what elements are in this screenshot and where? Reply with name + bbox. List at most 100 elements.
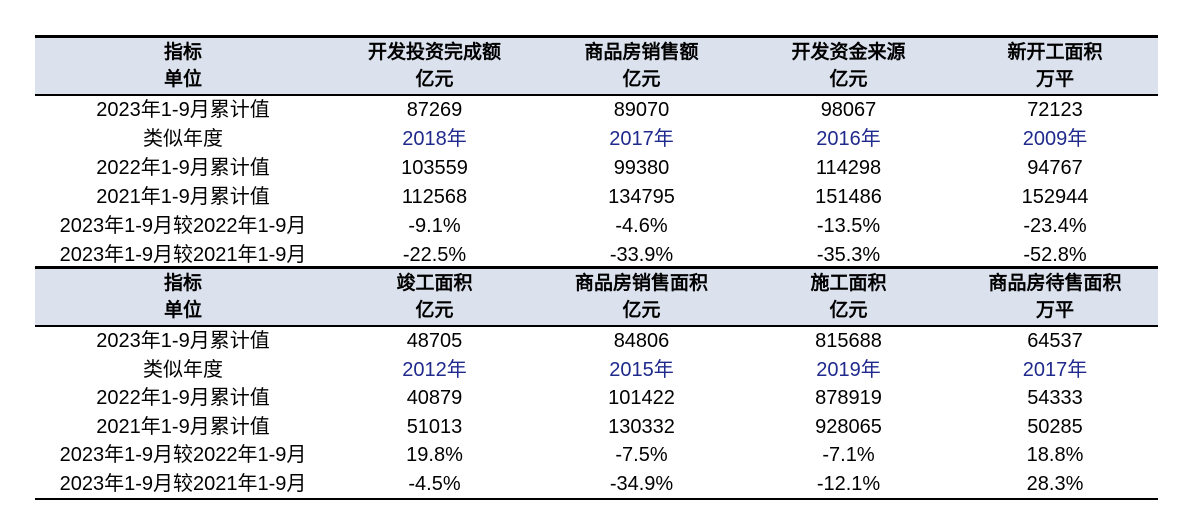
col-header-funding-source: 开发资金来源 亿元 [745, 37, 952, 96]
col-header-sales-value: 商品房销售额 亿元 [538, 37, 745, 96]
cell-value: -34.9% [609, 472, 674, 495]
header-unit-label: 单位 [163, 300, 202, 321]
cell-value: 2017年 [609, 128, 674, 150]
cell-value: 130332 [608, 415, 675, 438]
cell-value: -35.3% [816, 244, 881, 266]
cell-value: 40879 [406, 387, 463, 409]
col-header-unit: 亿元 [622, 300, 661, 321]
header-row: 指标 单位 开发投资完成额 亿元 商品房销售额 亿元 开发资金来源 亿元 新开工… [35, 36, 1158, 96]
cell-value: 114298 [815, 157, 882, 179]
col-header-dev-investment: 开发投资完成额 亿元 [331, 37, 538, 96]
table2-header: 指标 单位 竣工面积 亿元 商品房销售面积 亿元 施工面积 亿元 商品房待售面积 [35, 267, 1158, 327]
row-label: 2021年1-9月累计值 [96, 186, 270, 208]
row-label: 2023年1-9月较2021年1-9月 [59, 472, 307, 495]
cell-value: -4.6% [615, 215, 668, 237]
cell-value: 103559 [401, 157, 468, 179]
cell-value: 2018年 [402, 128, 467, 150]
col-header-completed-area: 竣工面积 亿元 [331, 268, 538, 327]
col-header-unit: 万平 [1035, 300, 1074, 321]
cell-value: -4.5% [408, 472, 461, 495]
col-header-name: 新开工面积 [1007, 42, 1103, 63]
cell-value: 2019年 [816, 358, 881, 381]
cell-value: 2016年 [816, 128, 881, 150]
row-label: 2022年1-9月累计值 [96, 387, 270, 409]
row-label: 2023年1-9月累计值 [96, 330, 270, 352]
cell-value: 28.3% [1026, 472, 1084, 495]
header-row: 指标 单位 竣工面积 亿元 商品房销售面积 亿元 施工面积 亿元 商品房待售面积 [35, 267, 1158, 327]
cell-value: 64537 [1027, 330, 1083, 352]
table-row-2023-vs-2022: 2023年1-9月较2022年1-9月 -9.1% -4.6% -13.5% -… [35, 212, 1158, 241]
cell-value: -9.1% [408, 215, 461, 237]
cell-value: 87269 [406, 99, 463, 121]
col-header-name: 商品房销售额 [584, 42, 699, 63]
table-row-2021-cumulative: 2021年1-9月累计值 112568 134795 151486 152944 [35, 183, 1158, 212]
cell-value: 2012年 [402, 358, 467, 381]
cell-value: 48705 [406, 330, 463, 352]
cell-value: -12.1% [816, 472, 881, 495]
col-header-construction-area: 施工面积 亿元 [745, 268, 952, 327]
table-row-2023-vs-2021: 2023年1-9月较2021年1-9月 -4.5% -34.9% -12.1% … [35, 470, 1158, 500]
col-header-unit: 万平 [1035, 69, 1074, 90]
row-label: 2023年1-9月较2021年1-9月 [59, 244, 307, 266]
col-header-unit: 亿元 [829, 300, 868, 321]
row-label: 类似年度 [143, 128, 223, 150]
col-header-unsold-area: 商品房待售面积 万平 [952, 268, 1158, 327]
cell-value: 19.8% [406, 444, 463, 466]
cell-value: -22.5% [402, 244, 467, 266]
row-label: 2023年1-9月累计值 [96, 99, 270, 121]
cell-value: -7.1% [822, 444, 875, 466]
col-header-name: 竣工面积 [396, 273, 473, 294]
col-header-name: 开发投资完成额 [367, 42, 501, 63]
cell-value: -7.5% [615, 444, 668, 466]
cell-value: 878919 [815, 387, 882, 409]
cell-value: 89070 [613, 99, 670, 121]
header-unit-label: 单位 [163, 69, 202, 90]
col-header-name: 商品房销售面积 [574, 273, 708, 294]
cell-value: 50285 [1027, 415, 1083, 438]
col-header-unit: 亿元 [622, 69, 661, 90]
cell-value: 72123 [1027, 99, 1083, 121]
row-label: 2023年1-9月较2022年1-9月 [59, 444, 307, 466]
header-indicator-unit: 指标 单位 [35, 37, 331, 96]
table-value-indicators: 指标 单位 开发投资完成额 亿元 商品房销售额 亿元 开发资金来源 亿元 新开工… [35, 35, 1158, 270]
cell-value: 2015年 [609, 358, 674, 381]
table-row-2023-cumulative: 2023年1-9月累计值 48705 84806 815688 64537 [35, 326, 1158, 356]
cell-value: 99380 [613, 157, 670, 179]
cell-value: 18.8% [1026, 444, 1084, 466]
table-area-indicators: 指标 单位 竣工面积 亿元 商品房销售面积 亿元 施工面积 亿元 商品房待售面积 [35, 266, 1158, 500]
col-header-unit: 亿元 [415, 69, 454, 90]
cell-value: 51013 [406, 415, 463, 438]
cell-value: 84806 [613, 330, 670, 352]
cell-value: 112568 [401, 186, 468, 208]
cell-value: 94767 [1027, 157, 1083, 179]
table-row-similar-year: 类似年度 2012年 2015年 2019年 2017年 [35, 356, 1158, 385]
table2-body: 2023年1-9月累计值 48705 84806 815688 64537 类似… [35, 326, 1158, 499]
table1-body: 2023年1-9月累计值 87269 89070 98067 72123 类似年… [35, 95, 1158, 270]
table-row-2023-cumulative: 2023年1-9月累计值 87269 89070 98067 72123 [35, 95, 1158, 125]
cell-value: -23.4% [1023, 215, 1087, 237]
col-header-name: 开发资金来源 [791, 42, 906, 63]
cell-value: 151486 [815, 186, 882, 208]
col-header-unit: 亿元 [415, 300, 454, 321]
col-header-new-starts: 新开工面积 万平 [952, 37, 1158, 96]
col-header-sales-area: 商品房销售面积 亿元 [538, 268, 745, 327]
row-label: 2023年1-9月较2022年1-9月 [59, 215, 307, 237]
header-indicator-unit: 指标 单位 [35, 268, 331, 327]
cell-value: 134795 [608, 186, 675, 208]
cell-value: -33.9% [609, 244, 674, 266]
cell-value: 54333 [1027, 387, 1083, 409]
col-header-name: 施工面积 [810, 273, 887, 294]
cell-value: -13.5% [816, 215, 881, 237]
cell-value: 101422 [608, 387, 675, 409]
cell-value: 928065 [815, 415, 882, 438]
col-header-unit: 亿元 [829, 69, 868, 90]
table-row-2021-cumulative: 2021年1-9月累计值 51013 130332 928065 50285 [35, 413, 1158, 442]
header-indicator-label: 指标 [163, 273, 202, 294]
cell-value: 2009年 [1022, 128, 1088, 150]
table1-header: 指标 单位 开发投资完成额 亿元 商品房销售额 亿元 开发资金来源 亿元 新开工… [35, 36, 1158, 96]
row-label: 类似年度 [143, 358, 223, 381]
table-row-2022-cumulative: 2022年1-9月累计值 103559 99380 114298 94767 [35, 154, 1158, 183]
row-label: 2022年1-9月累计值 [96, 157, 270, 179]
cell-value: -52.8% [1023, 244, 1087, 266]
cell-value: 98067 [820, 99, 877, 121]
